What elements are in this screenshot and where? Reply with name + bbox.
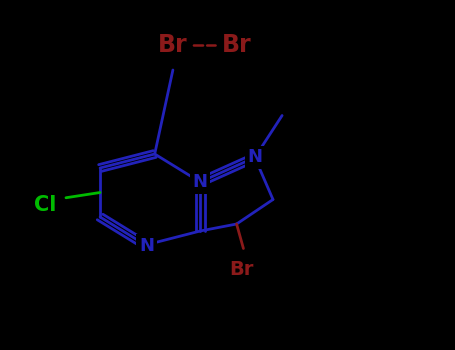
Text: N: N	[248, 148, 262, 167]
Text: Br: Br	[158, 34, 188, 57]
Text: N: N	[193, 173, 207, 191]
Text: N: N	[139, 237, 154, 255]
Text: Br: Br	[222, 34, 252, 57]
Text: Br: Br	[229, 260, 253, 279]
Text: Cl: Cl	[34, 195, 57, 215]
